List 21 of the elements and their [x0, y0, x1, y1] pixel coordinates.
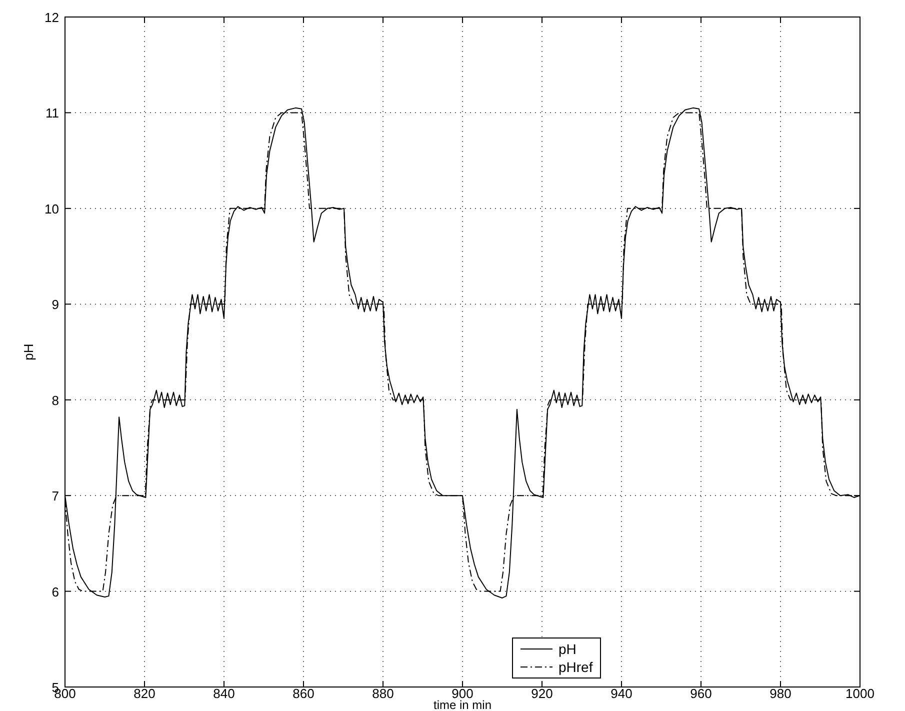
y-tick-label: 10	[44, 201, 59, 216]
x-tick-label: 880	[372, 686, 394, 701]
x-tick-label: 960	[690, 686, 712, 701]
legend-label: pHref	[558, 659, 593, 675]
x-tick-label: 840	[213, 686, 235, 701]
legend-label: pH	[558, 641, 576, 657]
x-axis-title: time in min	[433, 698, 492, 711]
y-tick-label: 7	[52, 488, 59, 504]
y-tick-label: 9	[52, 297, 59, 312]
x-tick-label: 860	[292, 686, 314, 701]
x-tick-label: 1000	[846, 686, 874, 701]
x-tick-label: 940	[610, 686, 632, 701]
y-tick-label: 6	[52, 584, 59, 600]
x-tick-label: 980	[770, 686, 792, 701]
x-tick-label: 820	[134, 686, 156, 701]
y-tick-label: 11	[46, 106, 59, 121]
y-axis-title: pH	[21, 344, 36, 360]
x-tick-label: 920	[531, 686, 553, 701]
y-tick-label: 8	[52, 392, 59, 408]
y-tick-label: 12	[44, 10, 59, 25]
x-tick-label: 900	[452, 686, 474, 701]
